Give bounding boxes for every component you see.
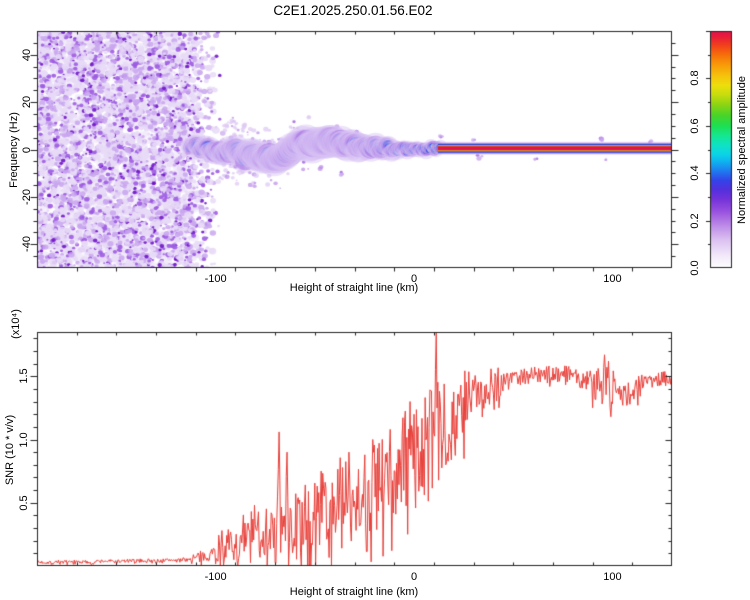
plot-title: C2E1.2025.250.01.56.E02 [273,2,433,18]
bottom-y-tick-label: 0.5 [18,495,30,511]
bottom-x-tick-label: 0 [410,571,418,583]
snr-canvas [29,324,680,574]
snr-axis-label: SNR (10 * v/v) [4,414,16,486]
colorbar-title: Normalized spectral amplitude [736,76,748,224]
top-height-axis-label: Height of straight line (km) [289,282,419,294]
top-y-tick-label: -20 [21,188,33,205]
bottom-y-tick-label: 1.0 [18,431,30,448]
top-x-tick-label: -100 [204,273,227,285]
colorbar-tick-label: 0.8 [689,70,701,87]
bottom-x-tick-label: 100 [603,571,622,583]
top-y-tick-label: -40 [21,236,33,253]
colorbar-canvas [702,23,740,276]
top-x-tick-label: 100 [603,273,622,285]
frequency-axis-label: Frequency (Hz) [8,112,20,188]
colorbar-tick-label: 0.4 [689,165,701,181]
snr-axis-multiplier: (x10⁴) [10,309,22,339]
bottom-y-tick-label: 1.5 [18,368,30,384]
colorbar-tick-label: 0.0 [689,260,701,276]
top-y-tick-label: 40 [21,48,33,61]
colorbar-tick-label: 0.6 [689,118,701,134]
bottom-x-tick-label: -100 [204,571,227,583]
colorbar-tick-label: 0.2 [689,212,701,229]
top-y-tick-label: 20 [21,95,33,109]
bottom-height-axis-label: Height of straight line (km) [289,586,419,598]
top-x-tick-label: 0 [410,273,418,285]
spectrogram-canvas [29,23,680,276]
top-y-tick-label: 0 [21,146,33,153]
